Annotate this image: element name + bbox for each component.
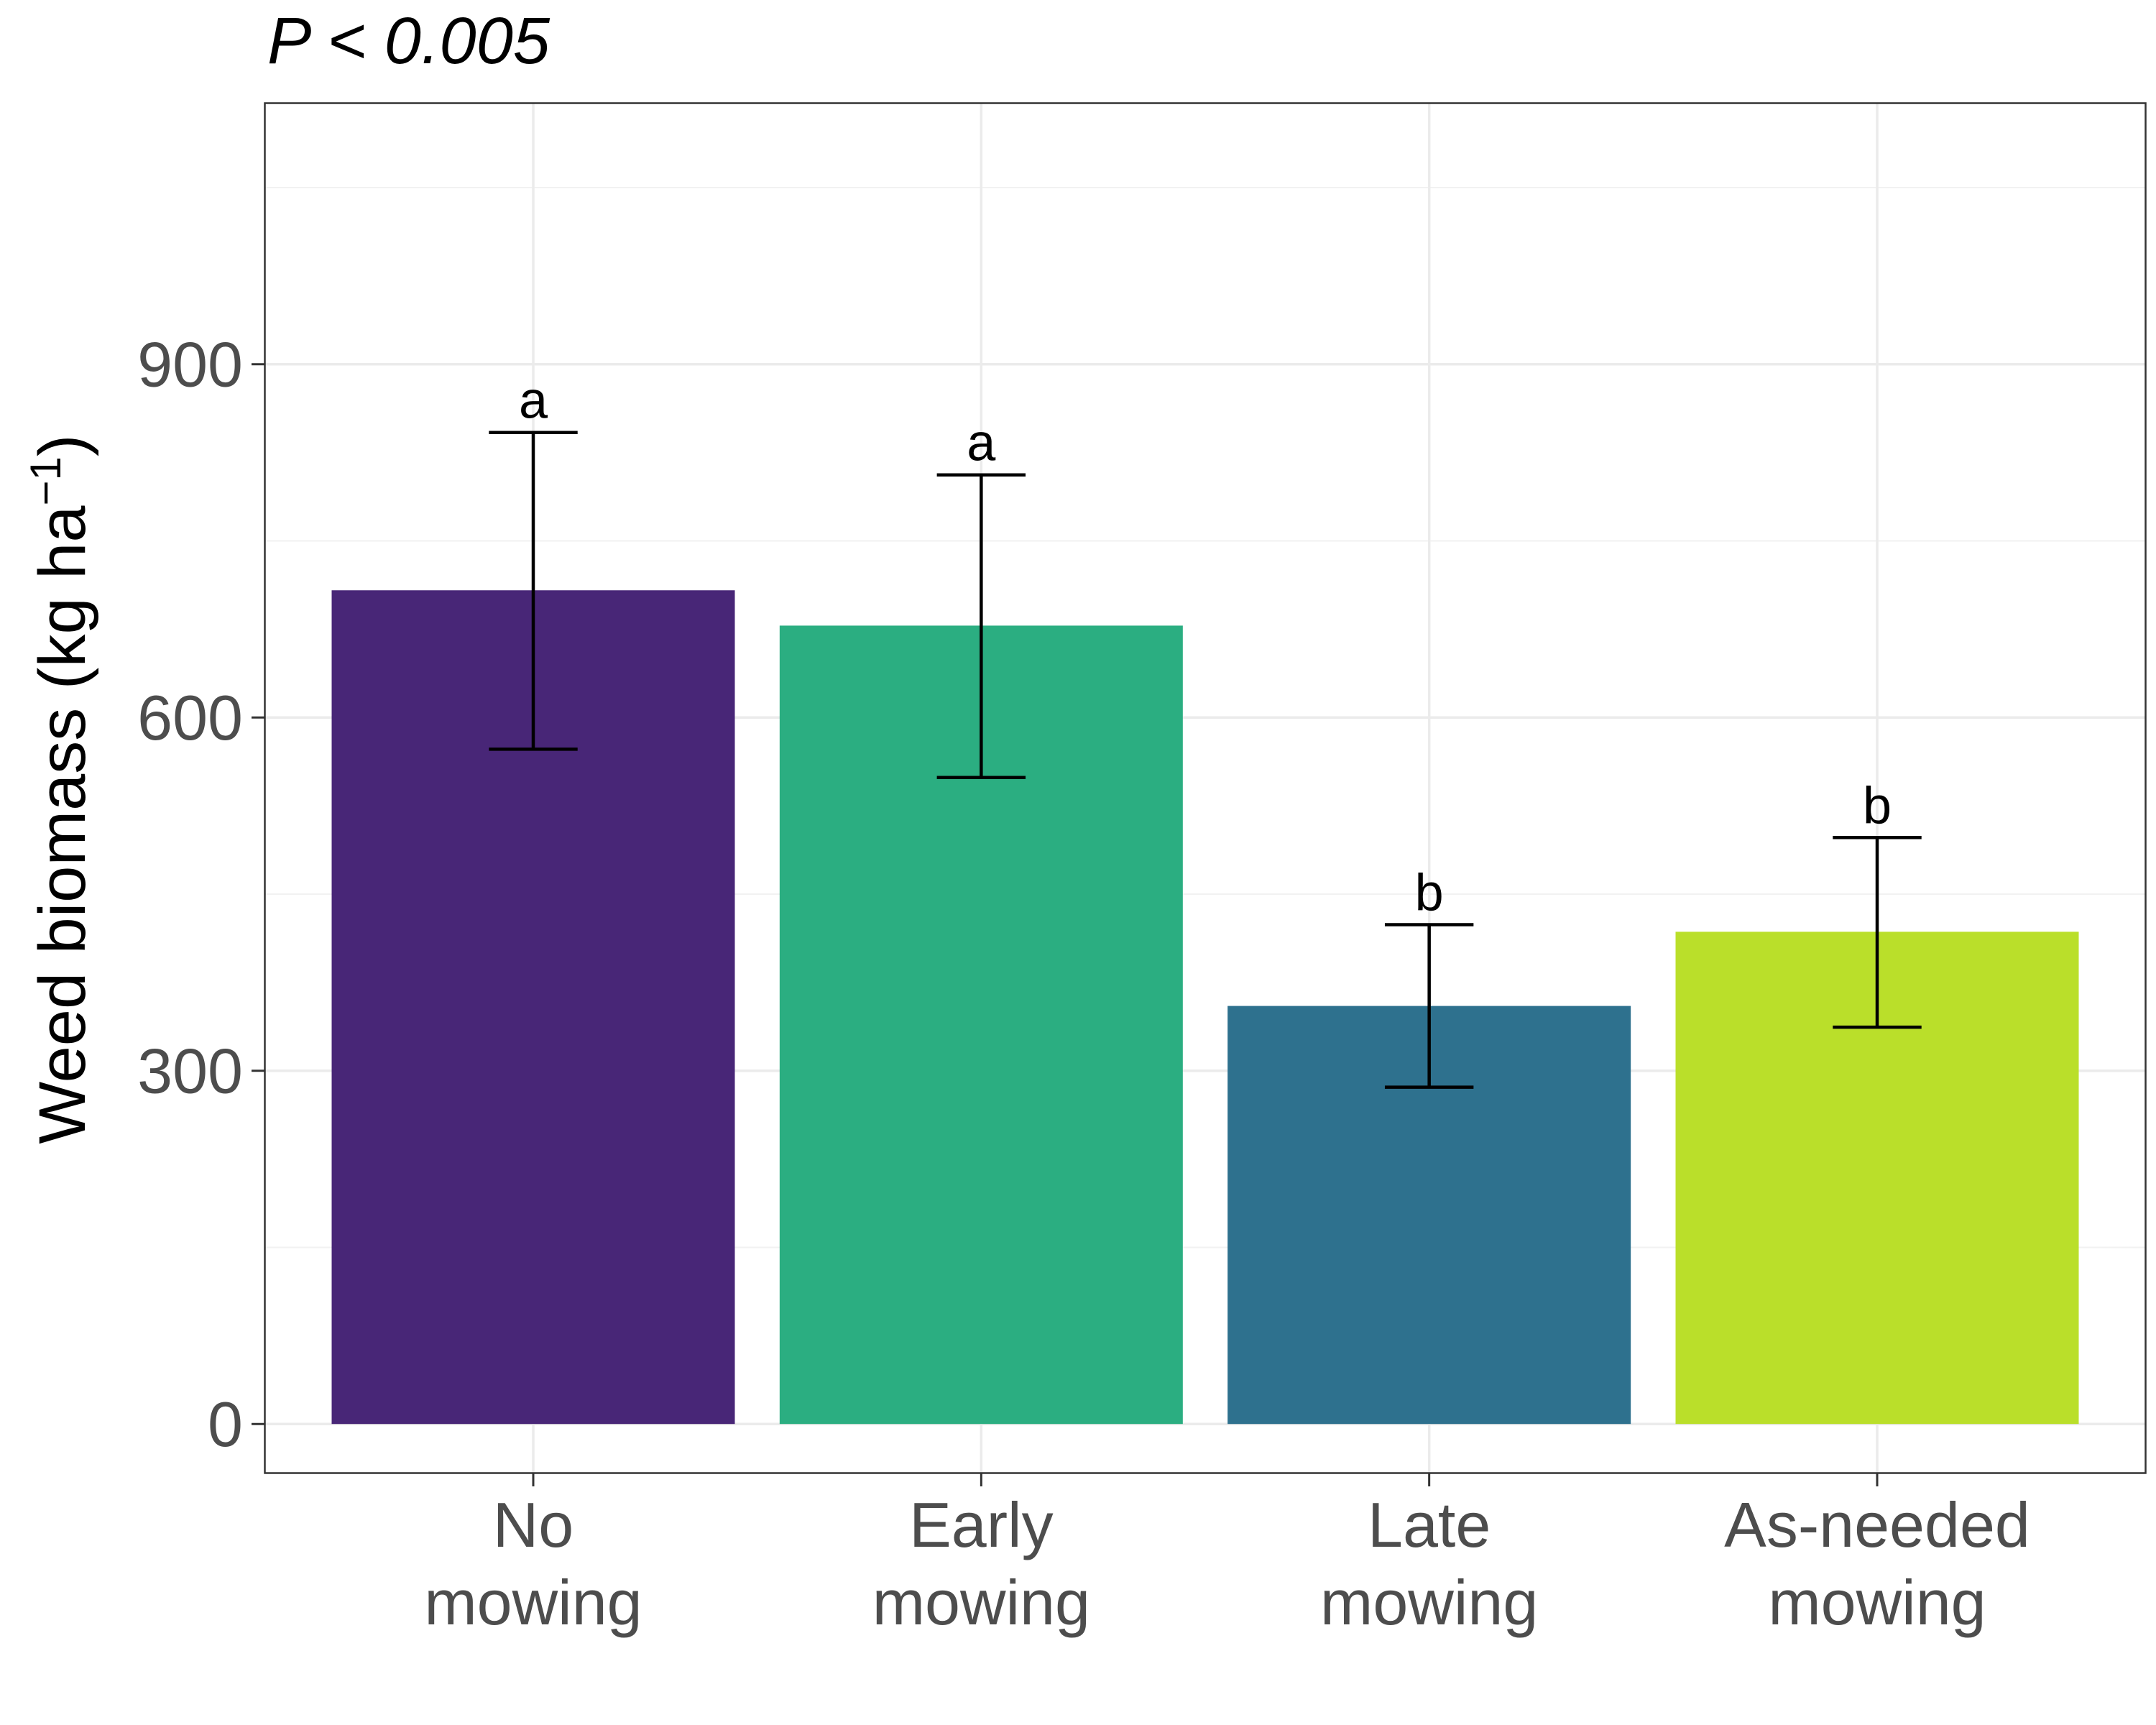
- x-tick-label-line: mowing: [1320, 1567, 1538, 1638]
- significance-letter: b: [1415, 865, 1444, 922]
- x-tick-label: Late mowing: [1320, 1489, 1538, 1638]
- y-axis-label-superscript: −1: [22, 456, 70, 505]
- plot-title: P < 0.005: [267, 4, 550, 78]
- x-tick-label-line: Late: [1368, 1489, 1491, 1560]
- x-tick-label: As-needed mowing: [1724, 1489, 2030, 1638]
- y-axis-label-main: Weed biomass (kg ha: [26, 505, 99, 1144]
- y-axis: 0 300 600 900: [137, 329, 264, 1460]
- x-tick-label: No mowing: [424, 1489, 642, 1638]
- y-axis-label-close: ): [26, 434, 99, 456]
- significance-letters: a a b b: [519, 372, 1892, 922]
- x-tick-label-line: No: [493, 1489, 574, 1560]
- significance-letter: b: [1863, 777, 1892, 834]
- y-tick-label: 900: [137, 329, 243, 400]
- panel-border: [264, 102, 2147, 1474]
- significance-letter: a: [519, 372, 548, 430]
- y-tick-label: 0: [208, 1389, 243, 1460]
- significance-letter: a: [967, 415, 996, 472]
- y-tick-label: 300: [137, 1036, 243, 1107]
- x-tick-label-line: Early: [909, 1489, 1054, 1560]
- y-tick-label: 600: [137, 682, 243, 753]
- error-bars: [489, 431, 1922, 1089]
- x-tick-label-line: mowing: [424, 1567, 642, 1638]
- x-tick-label: Early mowing: [872, 1489, 1090, 1638]
- bars: [331, 590, 2079, 1425]
- x-tick-label-line: mowing: [872, 1567, 1090, 1638]
- y-axis-label: Weed biomass (kg ha−1): [22, 434, 99, 1144]
- x-tick-label-line: mowing: [1768, 1567, 1986, 1638]
- x-tick-label-line: As-needed: [1724, 1489, 2030, 1560]
